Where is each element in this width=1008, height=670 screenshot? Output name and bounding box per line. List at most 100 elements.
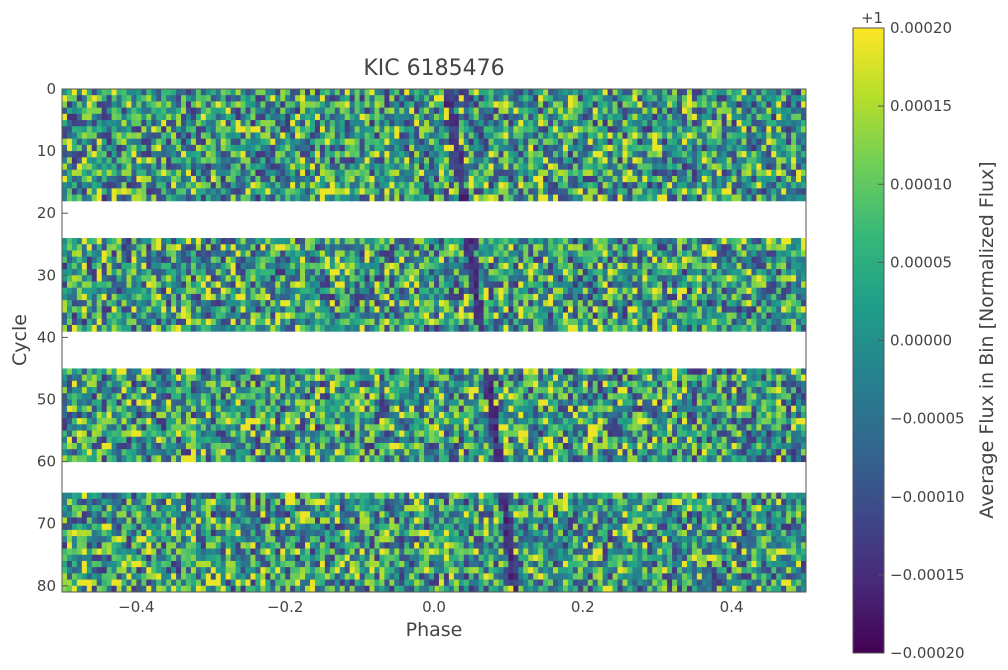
heatmap-cell: [434, 101, 440, 109]
heatmap-cell: [141, 144, 147, 152]
heatmap-cell: [667, 275, 673, 283]
heatmap-cell: [622, 269, 628, 276]
heatmap-cell: [62, 269, 68, 276]
heatmap-cell: [498, 151, 504, 158]
heatmap-cell: [751, 120, 757, 127]
heatmap-cell: [255, 95, 261, 102]
heatmap-cell: [567, 120, 574, 127]
heatmap-cell: [488, 151, 495, 158]
heatmap-cell: [364, 138, 371, 146]
heatmap-cell: [156, 312, 162, 320]
heatmap-cell: [285, 132, 291, 140]
heatmap-cell: [121, 281, 127, 289]
heatmap-cell: [419, 107, 425, 115]
heatmap-cell: [349, 151, 356, 158]
heatmap-cell: [374, 151, 380, 158]
heatmap-cell: [533, 101, 539, 109]
heatmap-cell: [662, 101, 668, 109]
heatmap-cell: [548, 269, 554, 276]
heatmap-cell: [567, 132, 574, 140]
heatmap-cell: [324, 182, 331, 189]
heatmap-cell: [711, 250, 718, 258]
heatmap-cell: [553, 151, 559, 158]
heatmap-cell: [414, 318, 420, 326]
heatmap-cell: [245, 324, 251, 332]
heatmap-cell: [409, 269, 415, 276]
heatmap-cell: [518, 188, 524, 196]
heatmap-cell: [617, 101, 623, 109]
heatmap-cell: [409, 95, 415, 102]
heatmap-cell: [686, 312, 693, 320]
heatmap-cell: [711, 101, 718, 109]
heatmap-cell: [453, 312, 460, 320]
heatmap-cell: [96, 138, 103, 146]
heatmap-cell: [384, 281, 390, 289]
heatmap-cell: [290, 262, 296, 270]
heatmap-cell: [409, 256, 415, 264]
heatmap-cell: [136, 262, 142, 270]
heatmap-cell: [255, 368, 261, 376]
heatmap-cell: [136, 175, 142, 183]
heatmap-cell: [389, 275, 395, 283]
heatmap-cell: [166, 293, 172, 301]
heatmap-cell: [359, 126, 366, 133]
heatmap-cell: [176, 144, 182, 152]
heatmap-cell: [448, 120, 455, 127]
heatmap-cell: [558, 287, 564, 295]
heatmap-cell: [404, 238, 410, 245]
heatmap-cell: [265, 300, 271, 307]
heatmap-cell: [131, 182, 137, 189]
heatmap-cell: [672, 262, 678, 270]
heatmap-cell: [121, 368, 127, 376]
heatmap-cell: [602, 287, 609, 295]
heatmap-cell: [151, 324, 157, 332]
heatmap-cell: [443, 95, 450, 102]
heatmap-cell: [215, 182, 222, 189]
heatmap-cell: [528, 138, 534, 146]
heatmap-cell: [404, 312, 410, 320]
heatmap-cell: [71, 306, 78, 314]
heatmap-cell: [250, 250, 256, 258]
heatmap-cell: [801, 157, 807, 165]
heatmap-cell: [171, 318, 177, 326]
heatmap-cell: [508, 157, 514, 165]
heatmap-cell: [771, 182, 777, 189]
heatmap-cell: [210, 126, 217, 133]
heatmap-cell: [716, 107, 723, 115]
heatmap-cell: [706, 262, 713, 270]
heatmap-cell: [706, 238, 713, 245]
heatmap-cell: [721, 169, 728, 177]
heatmap-cell: [176, 262, 182, 270]
heatmap-cell: [384, 113, 390, 121]
heatmap-cell: [419, 144, 425, 152]
heatmap-cell: [637, 306, 643, 314]
heatmap-cell: [235, 368, 242, 376]
heatmap-cell: [592, 244, 599, 251]
heatmap-cell: [384, 188, 390, 196]
heatmap-cell: [324, 126, 331, 133]
heatmap-cell: [81, 324, 88, 332]
heatmap-cell: [290, 194, 296, 202]
heatmap-cell: [548, 89, 554, 96]
heatmap-cell: [453, 306, 460, 314]
heatmap-cell: [151, 138, 157, 146]
heatmap-cell: [528, 269, 534, 276]
heatmap-cell: [786, 120, 792, 127]
heatmap-cell: [572, 120, 579, 127]
heatmap-cell: [478, 144, 485, 152]
heatmap-cell: [225, 293, 232, 301]
heatmap-cell: [543, 182, 549, 189]
heatmap-cell: [116, 306, 123, 314]
heatmap-cell: [215, 107, 222, 115]
heatmap-cell: [62, 275, 68, 283]
heatmap-cell: [329, 120, 336, 127]
heatmap-cell: [632, 275, 638, 283]
heatmap-cell: [677, 250, 683, 258]
heatmap-cell: [548, 324, 554, 332]
heatmap-cell: [364, 262, 371, 270]
heatmap-cell: [86, 256, 93, 264]
heatmap-cell: [62, 89, 68, 96]
heatmap-cell: [131, 194, 137, 202]
heatmap-cell: [587, 151, 594, 158]
heatmap-cell: [265, 293, 271, 301]
